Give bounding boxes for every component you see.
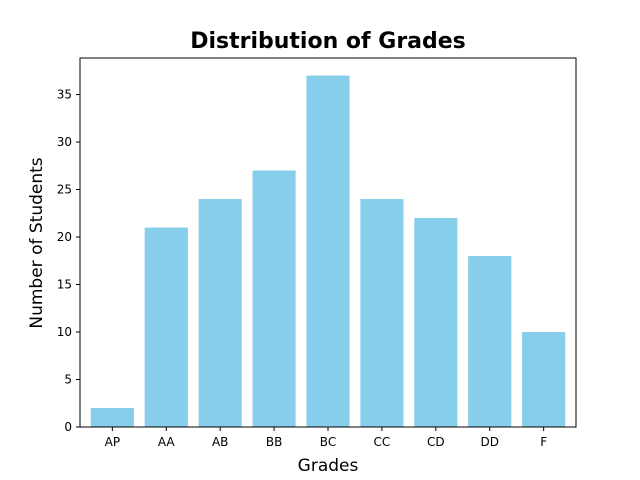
- x-tick-label: DD: [480, 435, 498, 449]
- y-tick-label: 20: [57, 230, 72, 244]
- x-tick-label: BB: [266, 435, 282, 449]
- bar-f: [522, 332, 566, 427]
- bars-layer: [90, 75, 566, 428]
- x-tick-label: AB: [212, 435, 228, 449]
- y-tick-label: 30: [57, 135, 72, 149]
- y-tick-label: 0: [64, 420, 72, 434]
- y-tick-label: 10: [57, 325, 72, 339]
- y-axis-label: Number of Students: [27, 157, 47, 328]
- bar-ap: [90, 408, 134, 427]
- bar-cd: [414, 218, 458, 427]
- y-tick-label: 35: [57, 88, 72, 102]
- bar-cc: [360, 199, 404, 427]
- bar-dd: [468, 256, 512, 427]
- bar-aa: [144, 227, 188, 427]
- bar-bb: [252, 170, 296, 427]
- y-tick-label: 5: [64, 373, 72, 387]
- y-tick-label: 15: [57, 278, 72, 292]
- plot-frame: [79, 57, 577, 428]
- x-tick-label: F: [540, 435, 547, 449]
- x-ticks: AP AA AB BB BC CC CD DD F: [105, 427, 547, 449]
- x-tick-label: AP: [105, 435, 120, 449]
- y-tick-label: 25: [57, 183, 72, 197]
- bar-ab: [198, 199, 242, 427]
- chart-title: Distribution of Grades: [190, 29, 466, 54]
- x-tick-label: CC: [374, 435, 391, 449]
- x-tick-label: CD: [427, 435, 445, 449]
- bar-bc: [306, 75, 350, 428]
- x-tick-label: BC: [320, 435, 336, 449]
- y-ticks: 0 5 10 15 20 25 30 35: [57, 88, 80, 434]
- x-axis-label: Grades: [298, 456, 359, 476]
- x-tick-label: AA: [158, 435, 176, 449]
